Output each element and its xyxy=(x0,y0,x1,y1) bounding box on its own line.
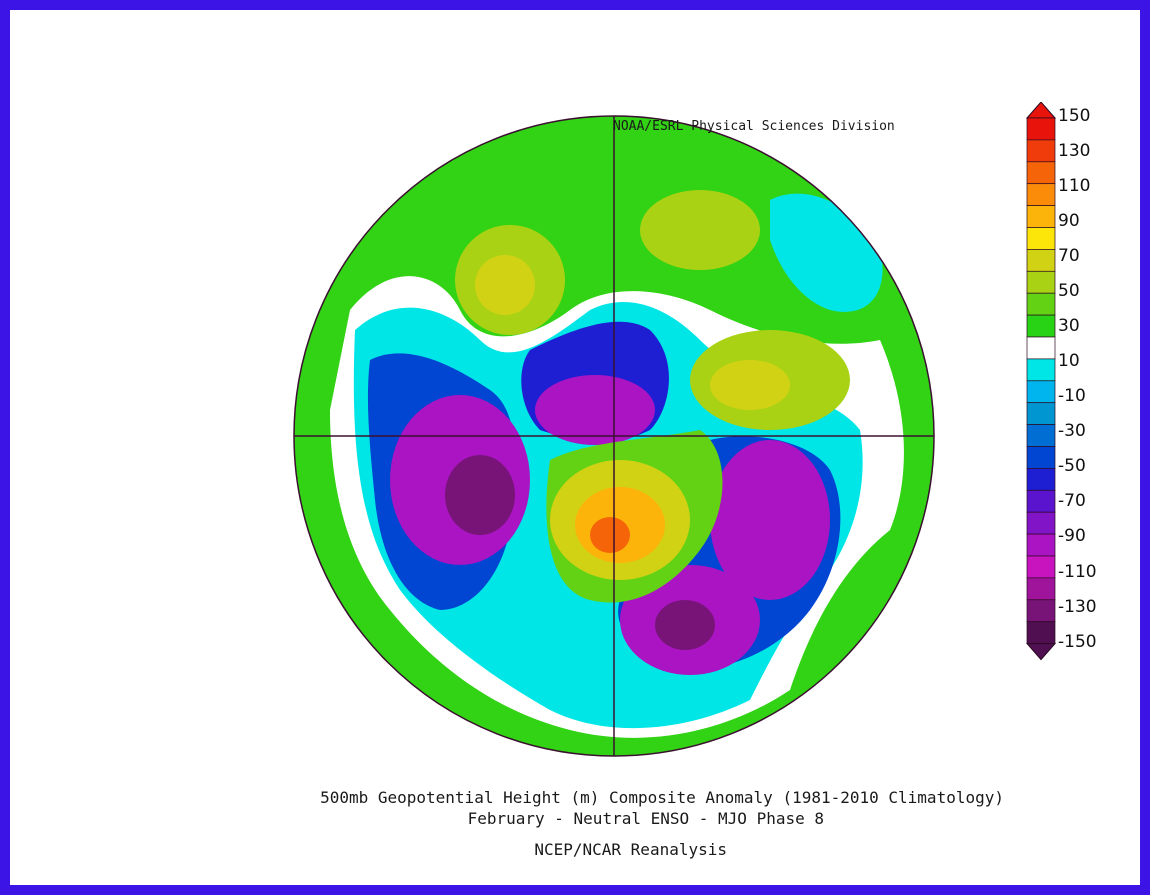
colorbar-segment xyxy=(1026,555,1056,579)
colorbar-tick-label: 30 xyxy=(1058,316,1080,337)
colorbar xyxy=(1026,102,1056,661)
colorbar-segment xyxy=(1026,533,1056,557)
colorbar-bottom-arrow xyxy=(1026,643,1056,661)
green-max-north xyxy=(640,190,760,270)
colorbar-segment xyxy=(1026,249,1056,272)
colorbar-segment xyxy=(1026,292,1056,316)
colorbar-tick-label: 10 xyxy=(1058,351,1080,372)
colorbar-tick-label: -70 xyxy=(1058,491,1086,512)
red-max-greenland xyxy=(590,517,630,553)
colorbar-segment xyxy=(1026,117,1056,141)
orange-max-siberia xyxy=(710,360,790,410)
colorbar-segment xyxy=(1026,489,1056,513)
colorbar-segment xyxy=(1026,336,1056,360)
colorbar-segment xyxy=(1026,446,1056,469)
colorbar-segment xyxy=(1026,380,1056,404)
colorbar-segment xyxy=(1026,511,1056,535)
magenta-min-europe xyxy=(710,440,830,600)
colorbar-tick-label: -130 xyxy=(1058,596,1097,617)
colorbar-segment xyxy=(1026,183,1056,206)
title-line-2: February - Neutral ENSO - MJO Phase 8 xyxy=(467,809,824,828)
colorbar-tick-label: -50 xyxy=(1058,456,1086,477)
colorbar-tick-label: 130 xyxy=(1058,141,1091,162)
deep-min-pacific xyxy=(445,455,515,535)
orange-max-pacific xyxy=(475,255,535,315)
colorbar-tick-label: -150 xyxy=(1058,631,1097,652)
colorbar-segment xyxy=(1026,621,1056,644)
colorbar-tick-label: 110 xyxy=(1058,176,1091,197)
title-line-3: NCEP/NCAR Reanalysis xyxy=(534,840,727,859)
colorbar-segment xyxy=(1026,139,1056,163)
colorbar-segment xyxy=(1026,227,1056,250)
magenta-min-siberia xyxy=(535,375,655,445)
colorbar-tick-label: 50 xyxy=(1058,281,1080,302)
colorbar-tick-label: 150 xyxy=(1058,106,1091,126)
colorbar-segment xyxy=(1026,599,1056,623)
globe-outline xyxy=(293,115,935,757)
colorbar-tick-label: 70 xyxy=(1058,246,1080,267)
colorbar-tick-label: -10 xyxy=(1058,386,1086,407)
colorbar-segment xyxy=(1026,402,1056,425)
anomaly-field xyxy=(330,190,904,738)
colorbar-tick-label: 90 xyxy=(1058,211,1080,232)
deep-min-atlantic xyxy=(655,600,715,650)
colorbar-tick-label: -90 xyxy=(1058,526,1086,547)
colorbar-segment xyxy=(1026,314,1056,338)
colorbar-segment xyxy=(1026,358,1056,382)
colorbar-tick-label: -110 xyxy=(1058,561,1097,582)
colorbar-tick-label: -30 xyxy=(1058,421,1086,442)
colorbar-segment xyxy=(1026,468,1056,491)
colorbar-segment xyxy=(1026,161,1056,185)
credit-label: NOAA/ESRL Physical Sciences Division xyxy=(613,119,895,134)
colorbar-segment xyxy=(1026,424,1056,447)
colorbar-top-arrow xyxy=(1026,102,1056,119)
polar-map xyxy=(293,115,935,757)
colorbar-segment xyxy=(1026,270,1056,294)
colorbar-segment xyxy=(1026,577,1056,601)
title-line-1: 500mb Geopotential Height (m) Composite … xyxy=(320,788,1004,807)
colorbar-segment xyxy=(1026,205,1056,228)
plot-frame: NOAA/ESRL Physical Sciences Division 500… xyxy=(10,10,1140,885)
